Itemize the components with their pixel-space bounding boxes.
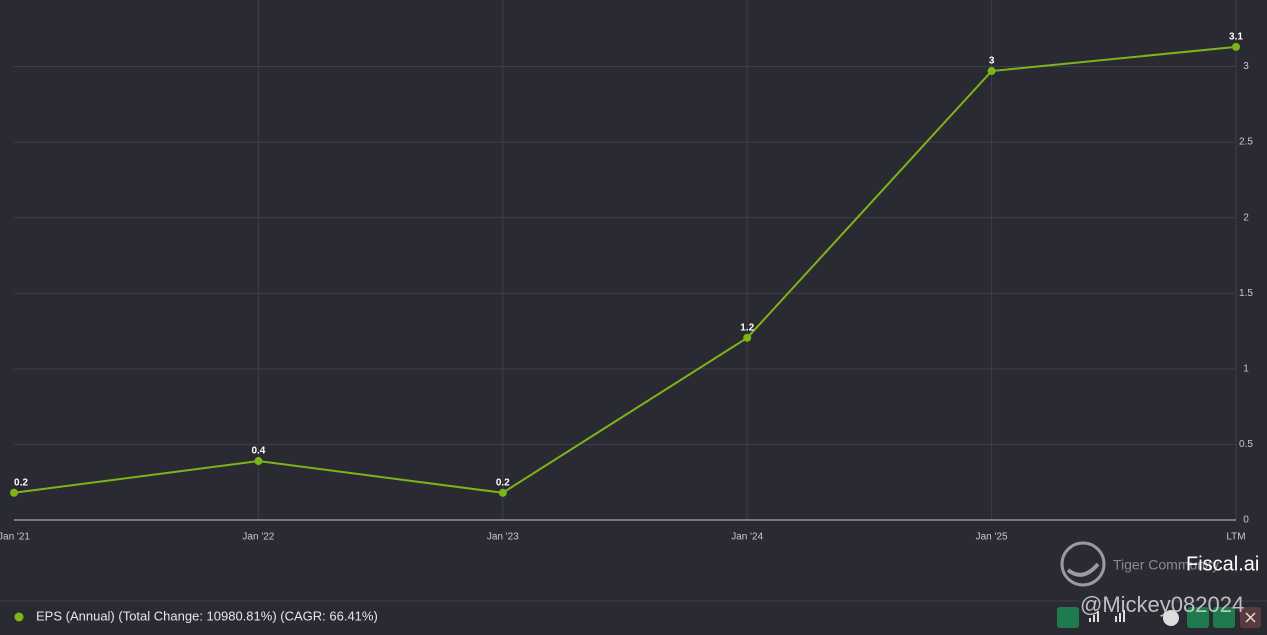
watermark: @Mickey082024 — [1080, 592, 1244, 617]
x-tick-label: Jan '25 — [976, 532, 1008, 543]
legend-marker — [14, 612, 24, 622]
x-tick-label: Jan '23 — [487, 532, 519, 543]
y-tick-label: 1 — [1243, 363, 1249, 374]
point — [498, 488, 507, 497]
point — [987, 67, 996, 76]
y-tick-label: 3 — [1243, 61, 1249, 72]
watermark: Tiger Community — [1113, 557, 1219, 573]
x-tick-label: Jan '22 — [242, 532, 274, 543]
data-label: 3.1 — [1229, 32, 1243, 43]
x-tick-label: Jan '24 — [731, 532, 763, 543]
toolbar-button[interactable] — [1213, 607, 1235, 628]
data-label: 3 — [989, 56, 995, 67]
point — [1232, 42, 1240, 51]
watermark: Fiscal.ai — [1186, 553, 1259, 575]
point — [254, 457, 263, 466]
y-tick-label: 0 — [1243, 515, 1249, 526]
y-tick-label: 1.5 — [1239, 288, 1253, 299]
toolbar-button[interactable] — [1115, 610, 1125, 622]
toolbar-button[interactable] — [1187, 607, 1209, 628]
point — [10, 488, 18, 497]
toolbar — [1057, 607, 1261, 628]
data-label: 1.2 — [740, 322, 754, 333]
legend-label: EPS (Annual) (Total Change: 10980.81%) (… — [36, 608, 378, 623]
point — [743, 333, 752, 342]
toolbar-button[interactable] — [1163, 610, 1179, 626]
y-tick-label: 2.5 — [1239, 137, 1253, 148]
y-tick-label: 2 — [1243, 212, 1249, 223]
data-label: 0.4 — [251, 446, 265, 457]
toolbar-button[interactable] — [1057, 607, 1079, 628]
y-tick-label: 0.5 — [1239, 439, 1253, 450]
line — [13, 45, 1237, 494]
logo-icon — [1060, 541, 1106, 587]
x-tick-label: Jan '21 — [0, 532, 30, 543]
data-label: 0.2 — [496, 477, 510, 488]
x-tick-label: LTM — [1226, 532, 1245, 543]
data-label: 0.2 — [14, 477, 28, 488]
